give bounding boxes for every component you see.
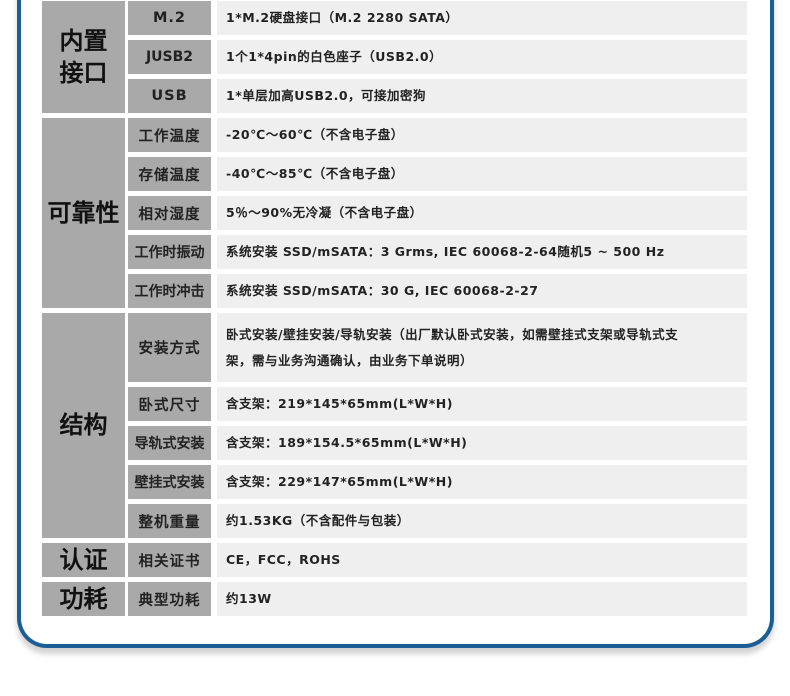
- spec-row: 安装方式 卧式安装/壁挂安装/导轨安装（出厂默认卧式安装，如需壁挂式支架或导轨式支…: [128, 313, 747, 382]
- spec-row: 典型功耗 约13W: [128, 582, 747, 616]
- spec-value: 约1.53KG（不含配件与包装）: [217, 504, 747, 538]
- spec-label: 工作时振动: [128, 235, 211, 269]
- spec-value: 卧式安装/壁挂安装/导轨安装（出厂默认卧式安装，如需壁挂式支架或导轨式支架，需与…: [217, 313, 747, 382]
- spec-row: M.2 1*M.2硬盘接口（M.2 2280 SATA）: [128, 1, 747, 35]
- spec-value: 5％～90%无冷凝（不含电子盘）: [217, 196, 747, 230]
- spec-table: 内置接口 M.2 1*M.2硬盘接口（M.2 2280 SATA） JUSB2 1个1*…: [42, 1, 747, 616]
- spec-row: 相对湿度 5％～90%无冷凝（不含电子盘）: [128, 196, 747, 230]
- category-label: 功耗: [42, 582, 125, 616]
- spec-row: 导轨式安装 含支架：189*154.5*65mm(L*W*H): [128, 426, 747, 460]
- spec-value: 系统安装 SSD/mSATA：3 Grms, IEC 60068-2-64随机5…: [217, 235, 747, 269]
- category-label: 可靠性: [42, 118, 125, 308]
- spec-label: USB: [128, 79, 211, 113]
- spec-group: 结构 安装方式 卧式安装/壁挂安装/导轨安装（出厂默认卧式安装，如需壁挂式支架或导轨…: [42, 313, 747, 538]
- spec-value: -40℃～85℃（不含电子盘）: [217, 157, 747, 191]
- spec-row: 存储温度 -40℃～85℃（不含电子盘）: [128, 157, 747, 191]
- category-label: 内置接口: [42, 1, 125, 113]
- spec-row: 相关证书 CE，FCC，ROHS: [128, 543, 747, 577]
- spec-row: 整机重量 约1.53KG（不含配件与包装）: [128, 504, 747, 538]
- spec-label: 卧式尺寸: [128, 387, 211, 421]
- spec-row: 工作温度 -20℃～60℃（不含电子盘）: [128, 118, 747, 152]
- spec-label: 整机重量: [128, 504, 211, 538]
- spec-label: 安装方式: [128, 313, 211, 382]
- spec-label: 工作时冲击: [128, 274, 211, 308]
- spec-value: CE，FCC，ROHS: [217, 543, 747, 577]
- spec-label: M.2: [128, 1, 211, 35]
- spec-label: 相对湿度: [128, 196, 211, 230]
- spec-value: 含支架：229*147*65mm(L*W*H): [217, 465, 747, 499]
- spec-group: 内置接口 M.2 1*M.2硬盘接口（M.2 2280 SATA） JUSB2 1个1*…: [42, 1, 747, 113]
- spec-group: 可靠性 工作温度 -20℃～60℃（不含电子盘） 存储温度 -40℃～85℃（不含电子盘…: [42, 118, 747, 308]
- spec-value: 1*单层加高USB2.0，可接加密狗: [217, 79, 747, 113]
- spec-value: 含支架：219*145*65mm(L*W*H): [217, 387, 747, 421]
- category-label: 结构: [42, 313, 125, 538]
- spec-label: 壁挂式安装: [128, 465, 211, 499]
- spec-row: JUSB2 1个1*4pin的白色座子（USB2.0）: [128, 40, 747, 74]
- spec-value: 1*M.2硬盘接口（M.2 2280 SATA）: [217, 1, 747, 35]
- spec-label: 导轨式安装: [128, 426, 211, 460]
- spec-row: 卧式尺寸 含支架：219*145*65mm(L*W*H): [128, 387, 747, 421]
- spec-label: 典型功耗: [128, 582, 211, 616]
- spec-row: 工作时冲击 系统安装 SSD/mSATA：30 G, IEC 60068-2-27: [128, 274, 747, 308]
- spec-label: 工作温度: [128, 118, 211, 152]
- spec-value: 1个1*4pin的白色座子（USB2.0）: [217, 40, 747, 74]
- spec-value: 系统安装 SSD/mSATA：30 G, IEC 60068-2-27: [217, 274, 747, 308]
- spec-row: 工作时振动 系统安装 SSD/mSATA：3 Grms, IEC 60068-2-…: [128, 235, 747, 269]
- spec-group: 认证 相关证书 CE，FCC，ROHS: [42, 543, 747, 577]
- category-label: 认证: [42, 543, 125, 577]
- spec-label: JUSB2: [128, 40, 211, 74]
- spec-value: 约13W: [217, 582, 747, 616]
- spec-row: 壁挂式安装 含支架：229*147*65mm(L*W*H): [128, 465, 747, 499]
- spec-value: -20℃～60℃（不含电子盘）: [217, 118, 747, 152]
- spec-label: 相关证书: [128, 543, 211, 577]
- spec-group: 功耗 典型功耗 约13W: [42, 582, 747, 616]
- spec-value: 含支架：189*154.5*65mm(L*W*H): [217, 426, 747, 460]
- spec-row: USB 1*单层加高USB2.0，可接加密狗: [128, 79, 747, 113]
- spec-label: 存储温度: [128, 157, 211, 191]
